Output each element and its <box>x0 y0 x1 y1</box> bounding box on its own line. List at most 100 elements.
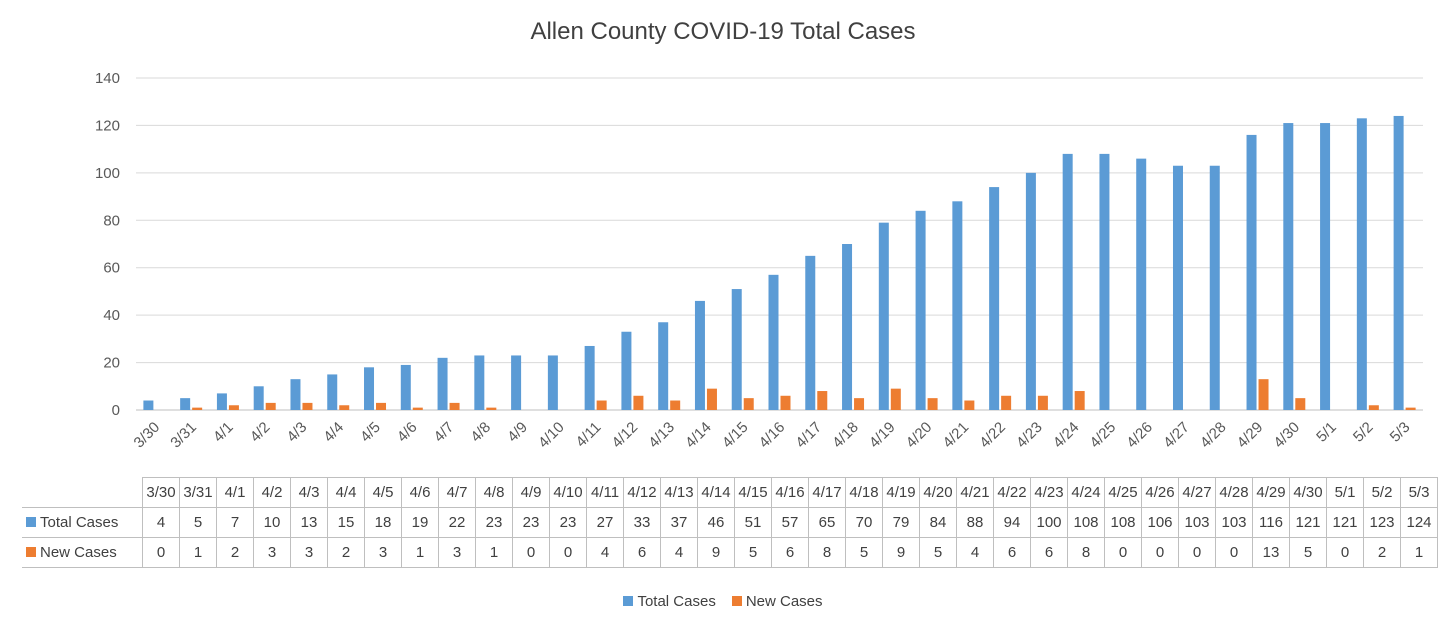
total-cases-bar <box>768 274 779 410</box>
new-cases-bar <box>376 402 387 410</box>
total-cases-bar <box>1283 123 1294 411</box>
table-value-cell: 15 <box>327 507 365 538</box>
x-tick-label: 4/14 <box>682 419 715 452</box>
total-cases-bar <box>621 331 632 410</box>
total-cases-bar <box>180 398 191 410</box>
x-tick-label: 4/11 <box>573 419 605 451</box>
legend-key <box>26 547 36 557</box>
x-tick-label: 4/30 <box>1270 419 1303 452</box>
table-value-cell: 23 <box>512 507 550 538</box>
x-tick-label: 4/9 <box>504 419 531 446</box>
table-value-cell: 1 <box>1400 537 1438 568</box>
table-date-cell: 4/21 <box>956 477 994 508</box>
new-cases-bar <box>780 395 791 410</box>
x-tick-label: 4/26 <box>1123 419 1156 452</box>
chart-title: Allen County COVID-19 Total Cases <box>530 18 916 45</box>
table-date-cell: 4/16 <box>771 477 809 508</box>
gridlines <box>136 77 1423 411</box>
table-value-cell: 94 <box>993 507 1031 538</box>
y-axis-ticks: 0 20 40 60 80 100 120 140 <box>95 70 120 419</box>
table-value-cell: 46 <box>697 507 735 538</box>
new-cases-bar <box>706 388 717 410</box>
x-tick-label: 4/1 <box>210 419 237 446</box>
total-cases-bar <box>694 300 705 410</box>
x-tick-label: 4/18 <box>829 419 862 452</box>
total-cases-bar <box>364 367 375 410</box>
total-cases-bar <box>915 210 926 410</box>
new-cases-bar <box>228 405 239 410</box>
x-tick-label: 4/7 <box>431 419 458 446</box>
total-cases-bar <box>547 355 558 410</box>
table-value-cell: 121 <box>1326 507 1364 538</box>
new-cases-bar <box>1074 391 1085 410</box>
x-tick-label: 4/27 <box>1160 419 1193 452</box>
table-header-row: 3/30 3/31 4/1 4/2 4/3 4/4 4/5 4/6 4/7 4/8 4/9 4/10 4… <box>22 477 1438 508</box>
table-value-cell: 84 <box>919 507 957 538</box>
new-cases-bar <box>1001 395 1012 410</box>
legend-key <box>731 596 742 606</box>
table-value-cell: 5 <box>179 507 217 538</box>
table-date-cell: 4/11 <box>586 477 624 508</box>
total-cases-bar <box>842 244 853 410</box>
table-date-cell: 4/25 <box>1104 477 1142 508</box>
table-value-cell: 88 <box>956 507 994 538</box>
total-cases-bar <box>143 400 154 410</box>
total-cases-bar <box>805 255 816 410</box>
y-tick-label: 80 <box>103 212 120 229</box>
new-cases-bar <box>412 407 423 410</box>
table-date-cell: 4/15 <box>734 477 772 508</box>
x-tick-label: 5/3 <box>1387 419 1414 446</box>
table-date-cell: 4/12 <box>623 477 661 508</box>
table-value-cell: 65 <box>808 507 846 538</box>
table-date-cell: 4/4 <box>327 477 365 508</box>
table-value-cell: 5 <box>919 537 957 568</box>
total-cases-bar <box>327 374 338 410</box>
table-value-cell: 6 <box>623 537 661 568</box>
new-cases-bar <box>927 398 938 410</box>
new-cases-bar <box>1295 398 1306 410</box>
table-value-cell: 0 <box>1141 537 1179 568</box>
total-cases-bar <box>1393 115 1404 410</box>
new-cases-bar <box>1368 405 1379 410</box>
table-value-cell: 33 <box>623 507 661 538</box>
table-date-cell: 4/10 <box>549 477 587 508</box>
total-cases-bar <box>1099 153 1110 410</box>
table-value-cell: 3 <box>290 537 328 568</box>
x-tick-label: 4/12 <box>609 419 642 452</box>
new-cases-bar <box>265 402 276 410</box>
x-tick-label: 4/3 <box>284 419 311 446</box>
total-cases-bar <box>1209 165 1220 410</box>
table-value-cell: 2 <box>1363 537 1401 568</box>
total-cases-bar <box>400 364 411 410</box>
legend-item: Total Cases <box>623 593 716 610</box>
total-cases-bar <box>584 345 595 410</box>
table-value-cell: 4 <box>586 537 624 568</box>
table-value-cell: 5 <box>1289 537 1327 568</box>
new-cases-bar <box>339 405 350 410</box>
table-date-cell: 4/22 <box>993 477 1031 508</box>
new-cases-bar <box>854 398 865 410</box>
table-value-cell: 57 <box>771 507 809 538</box>
table-value-cell: 0 <box>142 537 180 568</box>
table-date-cell: 4/28 <box>1215 477 1253 508</box>
x-tick-label: 4/25 <box>1087 419 1120 452</box>
data-table: 3/30 3/31 4/1 4/2 4/3 4/4 4/5 4/6 4/7 4/8 4/9 4/10 4… <box>22 477 1438 568</box>
table-value-cell: 27 <box>586 507 624 538</box>
table-value-cell: 0 <box>1215 537 1253 568</box>
table-date-cell: 3/30 <box>142 477 180 508</box>
new-cases-bar <box>1405 407 1416 410</box>
new-cases-bar <box>817 391 828 410</box>
table-date-cell: 4/30 <box>1289 477 1327 508</box>
table-value-cell: 0 <box>1104 537 1142 568</box>
table-value-cell: 103 <box>1215 507 1253 538</box>
table-date-cell: 4/27 <box>1178 477 1216 508</box>
total-cases-bar <box>253 386 264 410</box>
series-name: New Cases <box>40 544 117 561</box>
total-cases-bar <box>216 393 227 410</box>
total-cases-bar <box>952 201 963 410</box>
x-tick-label: 4/17 <box>792 419 825 452</box>
table-corner <box>22 477 143 508</box>
x-tick-label: 5/2 <box>1350 419 1377 446</box>
table-date-cell: 4/5 <box>364 477 402 508</box>
total-cases-bar <box>1320 123 1331 411</box>
